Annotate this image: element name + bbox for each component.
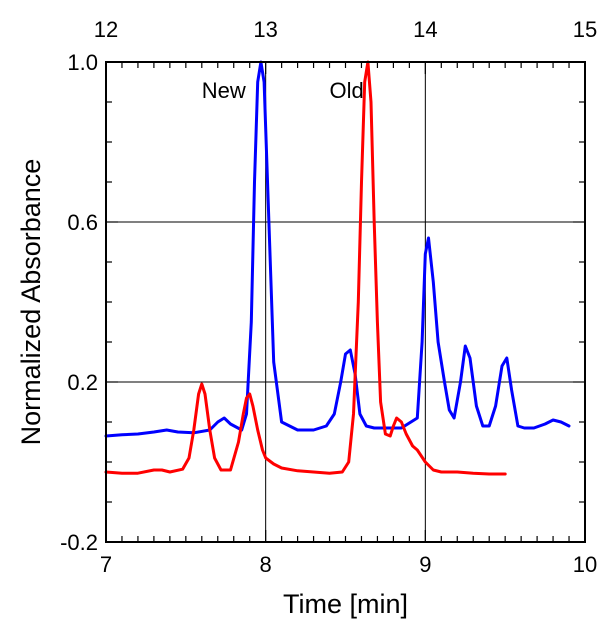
top-x-tick-label: 14	[413, 17, 437, 42]
series-line-1	[104, 60, 571, 438]
top-x-tick-label: 15	[573, 17, 597, 42]
axis-ticks	[105, 61, 586, 543]
y-tick-label: 0.6	[67, 210, 98, 235]
series-lines	[104, 60, 571, 476]
x-tick-label: 10	[573, 552, 597, 577]
annotations: New Old	[202, 78, 364, 103]
y-axis-title: Normalized Absorbance	[16, 159, 46, 446]
y-tick-label: -0.2	[60, 530, 98, 555]
x-tick-label: 8	[260, 552, 272, 577]
y-tick-label: 0.2	[67, 370, 98, 395]
x-tick-label: 7	[100, 552, 112, 577]
x-tick-label: 9	[419, 552, 431, 577]
top-x-tick-label: 13	[253, 17, 277, 42]
series-line-2	[104, 60, 507, 476]
annotation-new: New	[202, 78, 246, 103]
annotation-old: Old	[330, 78, 364, 103]
tick-labels: 7 8 9 10 12 13 14 15 -0.2 0.2 0.6 1.0	[60, 17, 597, 577]
x-axis-title: Time [min]	[283, 589, 408, 619]
top-x-tick-label: 12	[94, 17, 118, 42]
y-tick-label: 1.0	[67, 50, 98, 75]
